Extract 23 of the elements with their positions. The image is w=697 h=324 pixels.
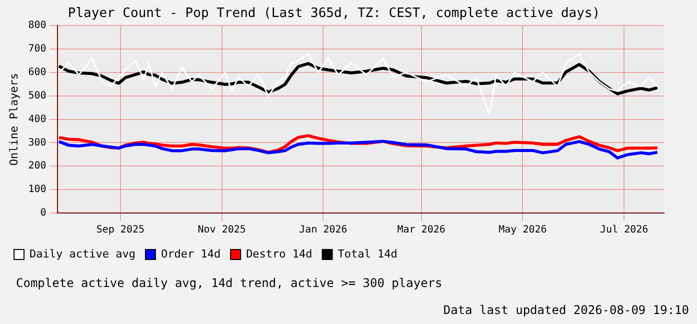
text: Data last updated 2026-08-09 19:10 — [443, 303, 689, 317]
y-tick-label: 200 — [28, 160, 46, 172]
y-axis-title: Online Players — [7, 72, 20, 166]
y-tick-label: 400 — [28, 114, 46, 125]
text: Complete active daily avg, 14d trend, active >= 300 players — [16, 276, 442, 290]
legend-label: Destro 14d — [246, 247, 312, 260]
chart-title: Player Count - Pop Trend (Last 365d, TZ: CEST, complete active days) — [68, 6, 600, 22]
y-tick-label: 800 — [28, 20, 46, 32]
y-tick-label: 100 — [28, 184, 46, 196]
y-tick-label: 300 — [28, 137, 46, 148]
x-tick-label: May 2026 — [498, 224, 547, 236]
legend-label: Total 14d — [338, 247, 398, 260]
x-tick-label: Jul 2026 — [600, 224, 648, 236]
x-tick-label: Nov 2025 — [198, 224, 246, 236]
y-tick-label: 700 — [28, 44, 46, 55]
y-tick-label: 600 — [28, 67, 46, 78]
x-tick-label: Jan 2026 — [299, 224, 348, 236]
x-tick-label: Sep 2025 — [96, 224, 145, 236]
y-tick-label: 0 — [40, 208, 46, 219]
y-tick-label: 500 — [28, 90, 46, 102]
legend-label: Daily active avg — [30, 247, 136, 260]
legend-label: Order 14d — [160, 247, 221, 260]
x-tick-label: Mar 2026 — [397, 224, 446, 236]
